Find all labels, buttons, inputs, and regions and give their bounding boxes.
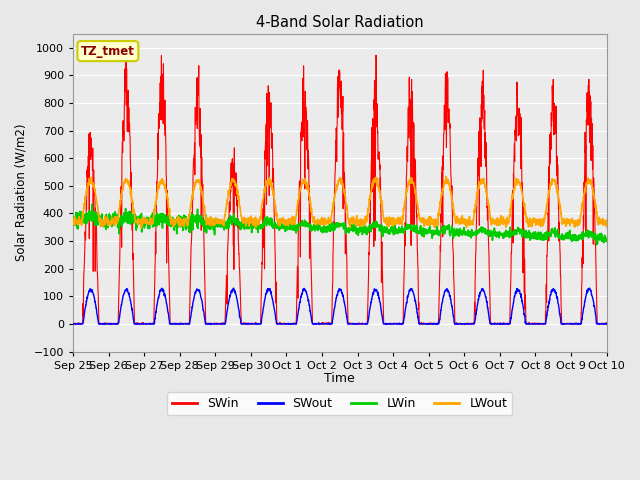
SWout <box>571 321 579 327</box>
LWin <box>603 236 611 242</box>
SWout <box>367 300 374 305</box>
SWout <box>218 321 226 326</box>
SWout <box>355 321 363 327</box>
SWout <box>69 321 77 327</box>
LWin <box>556 236 563 241</box>
LWout <box>138 225 145 231</box>
SWin <box>69 321 77 327</box>
LWin <box>495 231 502 237</box>
SWout <box>230 285 237 291</box>
Legend: SWin, SWout, LWin, LWout: SWin, SWout, LWin, LWout <box>167 392 512 415</box>
SWin <box>122 39 130 45</box>
Title: 4-Band Solar Radiation: 4-Band Solar Radiation <box>256 15 424 30</box>
LWout <box>442 174 450 180</box>
SWin <box>556 246 564 252</box>
LWout <box>571 219 579 225</box>
LWout <box>367 191 374 197</box>
SWin <box>603 321 611 327</box>
LWin <box>593 242 600 248</box>
SWout <box>495 321 502 327</box>
SWin <box>356 321 364 327</box>
Line: SWout: SWout <box>73 288 607 324</box>
LWin <box>571 235 579 241</box>
Y-axis label: Solar Radiation (W/m2): Solar Radiation (W/m2) <box>15 124 28 262</box>
Line: LWout: LWout <box>73 177 607 228</box>
SWin <box>571 321 579 327</box>
LWout <box>355 217 363 223</box>
LWout <box>69 221 77 227</box>
LWin <box>69 222 77 228</box>
LWin <box>355 227 363 232</box>
X-axis label: Time: Time <box>324 372 355 385</box>
LWin <box>367 226 374 231</box>
LWout <box>218 220 226 226</box>
SWin <box>367 175 375 181</box>
SWout <box>603 321 611 327</box>
LWout <box>603 224 611 230</box>
Line: LWin: LWin <box>73 204 607 245</box>
SWin <box>69 320 77 326</box>
LWin <box>88 201 96 207</box>
Text: TZ_tmet: TZ_tmet <box>81 45 135 58</box>
LWout <box>495 217 503 223</box>
LWout <box>556 205 564 211</box>
SWin <box>495 321 503 326</box>
LWin <box>218 221 226 227</box>
Line: SWin: SWin <box>73 42 607 324</box>
SWin <box>218 321 226 327</box>
SWout <box>556 311 563 317</box>
